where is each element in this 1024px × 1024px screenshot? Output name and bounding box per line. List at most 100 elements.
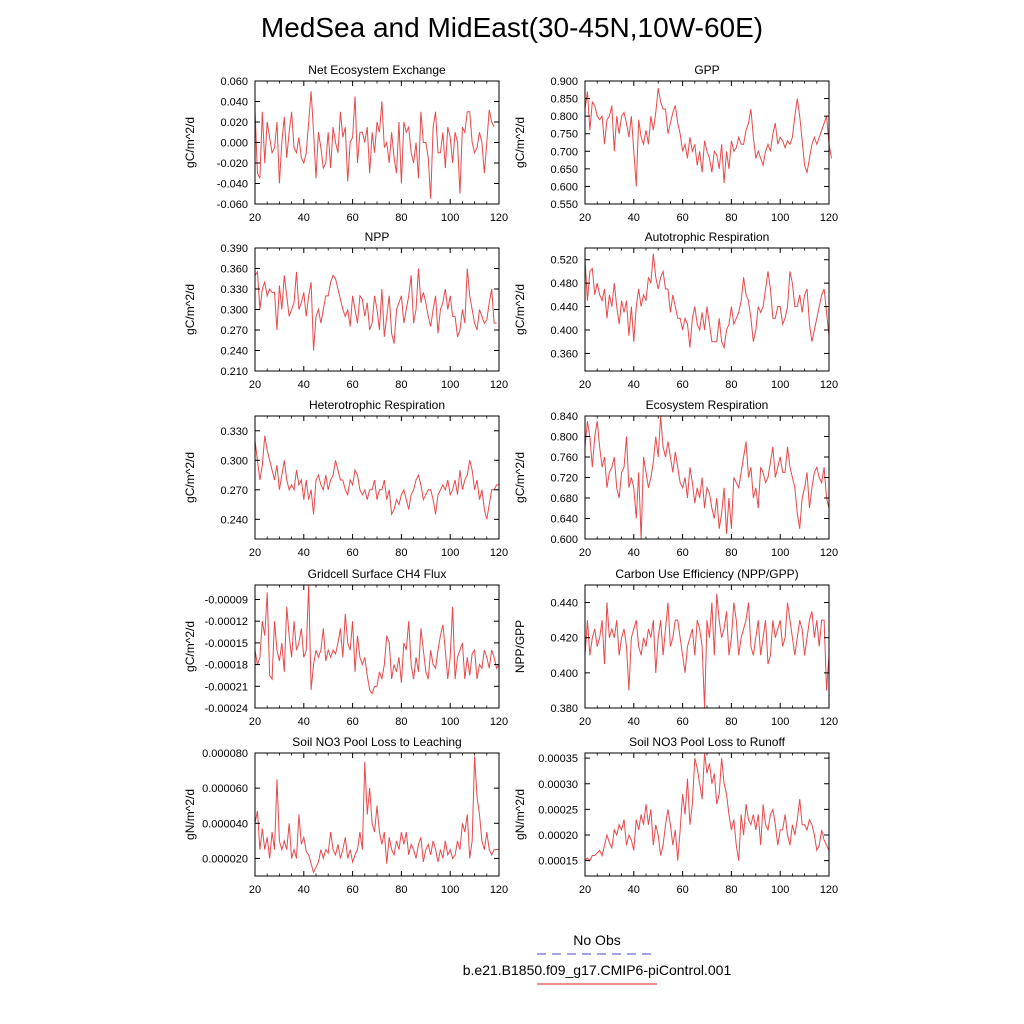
- x-tick-label: 60: [676, 212, 688, 224]
- panel-2: NPP gC/m^2/d 20 40 60 80 100 120 0.210 0.240 0.270…: [183, 230, 508, 391]
- x-tick-label: 100: [441, 716, 459, 728]
- y-tick-label: 0.00030: [538, 779, 578, 791]
- x-tick-label: 20: [249, 884, 261, 896]
- y-tick-label: 0.000060: [202, 783, 248, 795]
- x-tick-label: 100: [771, 884, 789, 896]
- y-tick-label: 0.850: [550, 94, 578, 106]
- y-tick-label: 0.00035: [538, 753, 578, 765]
- y-tick-label: 0.000020: [202, 853, 248, 865]
- y-tick-label: 0.00015: [538, 856, 578, 868]
- x-tick-label: 60: [346, 379, 358, 391]
- x-tick-label: 60: [346, 716, 358, 728]
- x-tick-label: 100: [771, 716, 789, 728]
- y-axis-label: gC/m^2/d: [183, 117, 197, 168]
- y-axis-label: gC/m^2/d: [183, 284, 197, 335]
- series-line: [254, 268, 497, 351]
- x-tick-label: 60: [346, 212, 358, 224]
- series-line: [254, 756, 499, 874]
- y-tick-label: 0.300: [220, 455, 248, 467]
- y-tick-label: 0.650: [550, 164, 578, 176]
- y-tick-label: 0.900: [550, 76, 578, 88]
- panel-9: Soil NO3 Pool Loss to Runoff gN/m^2/d 20 40…: [513, 735, 838, 896]
- x-tick-label: 100: [441, 884, 459, 896]
- x-tick-label: 80: [395, 884, 407, 896]
- x-tick-label: 60: [346, 547, 358, 559]
- y-tick-label: -0.00012: [205, 616, 248, 628]
- panel-0: Net Ecosystem Exchange gC/m^2/d 20 40 60 80 10…: [183, 63, 508, 224]
- y-tick-label: 0.800: [550, 111, 578, 123]
- legend-obs-line: [537, 953, 657, 955]
- plot-frame: [584, 80, 830, 205]
- y-tick-label: 0.000: [220, 138, 248, 150]
- x-tick-label: 20: [579, 716, 591, 728]
- series-line: [584, 752, 830, 862]
- panel-title: NPP: [365, 230, 390, 244]
- y-tick-label: 0.210: [220, 366, 248, 378]
- x-tick-label: 80: [395, 212, 407, 224]
- x-tick-label: 80: [395, 716, 407, 728]
- y-tick-label: 0.600: [550, 181, 578, 193]
- panel-5: Ecosystem Respiration gC/m^2/d 20 40 60 80 100…: [513, 398, 838, 559]
- y-tick-label: 0.00020: [538, 830, 578, 842]
- x-tick-label: 120: [820, 379, 838, 391]
- x-tick-label: 20: [249, 379, 261, 391]
- panel-4: Heterotrophic Respiration gC/m^2/d 20 40 60 8…: [183, 398, 508, 559]
- x-tick-label: 120: [490, 379, 508, 391]
- x-tick-label: 80: [725, 212, 737, 224]
- y-tick-label: 0.380: [550, 703, 578, 715]
- series-line: [254, 435, 499, 520]
- x-tick-label: 20: [579, 547, 591, 559]
- y-axis-label: gC/m^2/d: [513, 117, 527, 168]
- x-tick-label: 100: [771, 547, 789, 559]
- y-tick-label: 0.440: [550, 302, 578, 314]
- y-tick-label: 0.360: [550, 348, 578, 360]
- series-line: [584, 253, 830, 350]
- x-tick-label: 60: [676, 884, 688, 896]
- panel-title: Soil NO3 Pool Loss to Runoff: [629, 735, 786, 749]
- series-line: [254, 584, 500, 695]
- panel-title: GPP: [694, 63, 719, 77]
- x-tick-label: 80: [725, 716, 737, 728]
- x-tick-label: 80: [725, 379, 737, 391]
- x-tick-label: 40: [628, 716, 640, 728]
- x-tick-label: 20: [249, 547, 261, 559]
- y-tick-label: 0.360: [220, 264, 248, 276]
- panel-1: GPP gC/m^2/d 20 40 60 80 100 120 0.550 0.600 0.650…: [513, 63, 838, 224]
- x-tick-label: 120: [490, 212, 508, 224]
- y-axis-label: gN/m^2/d: [513, 789, 527, 840]
- x-tick-label: 20: [579, 212, 591, 224]
- y-tick-label: -0.040: [217, 179, 248, 191]
- y-tick-label: -0.00021: [205, 681, 248, 693]
- x-tick-label: 20: [579, 379, 591, 391]
- panel-3: Autotrophic Respiration gC/m^2/d 20 40 60 80 1…: [513, 230, 838, 391]
- y-axis-label: gC/m^2/d: [183, 621, 197, 672]
- x-tick-label: 100: [771, 212, 789, 224]
- x-tick-label: 40: [298, 884, 310, 896]
- x-tick-label: 100: [441, 547, 459, 559]
- x-tick-label: 40: [298, 379, 310, 391]
- figure-title: MedSea and MidEast(30-45N,10W-60E): [260, 12, 764, 43]
- y-tick-label: 0.550: [550, 199, 578, 211]
- y-tick-label: 0.330: [220, 426, 248, 438]
- legend-model-label: b.e21.B1850.f09_g17.CMIP6-piControl.001: [462, 962, 732, 978]
- y-tick-label: 0.600: [550, 534, 578, 546]
- y-tick-label: 0.300: [220, 305, 248, 317]
- y-tick-label: -0.00009: [205, 594, 248, 606]
- x-tick-label: 60: [676, 379, 688, 391]
- plot-frame: [254, 80, 500, 205]
- y-tick-label: 0.270: [220, 325, 248, 337]
- y-tick-label: 0.240: [220, 346, 248, 358]
- plot-frame: [584, 584, 830, 709]
- y-tick-label: 0.760: [550, 452, 578, 464]
- x-tick-label: 100: [771, 379, 789, 391]
- y-tick-label: 0.390: [220, 243, 248, 255]
- y-axis-label: gN/m^2/d: [183, 789, 197, 840]
- y-tick-label: -0.00018: [205, 660, 248, 672]
- x-tick-label: 80: [725, 547, 737, 559]
- series-line: [584, 593, 830, 709]
- y-tick-label: 0.640: [550, 514, 578, 526]
- y-tick-label: 0.480: [550, 278, 578, 290]
- y-tick-label: 0.400: [550, 325, 578, 337]
- y-tick-label: 0.330: [220, 284, 248, 296]
- x-tick-label: 120: [490, 884, 508, 896]
